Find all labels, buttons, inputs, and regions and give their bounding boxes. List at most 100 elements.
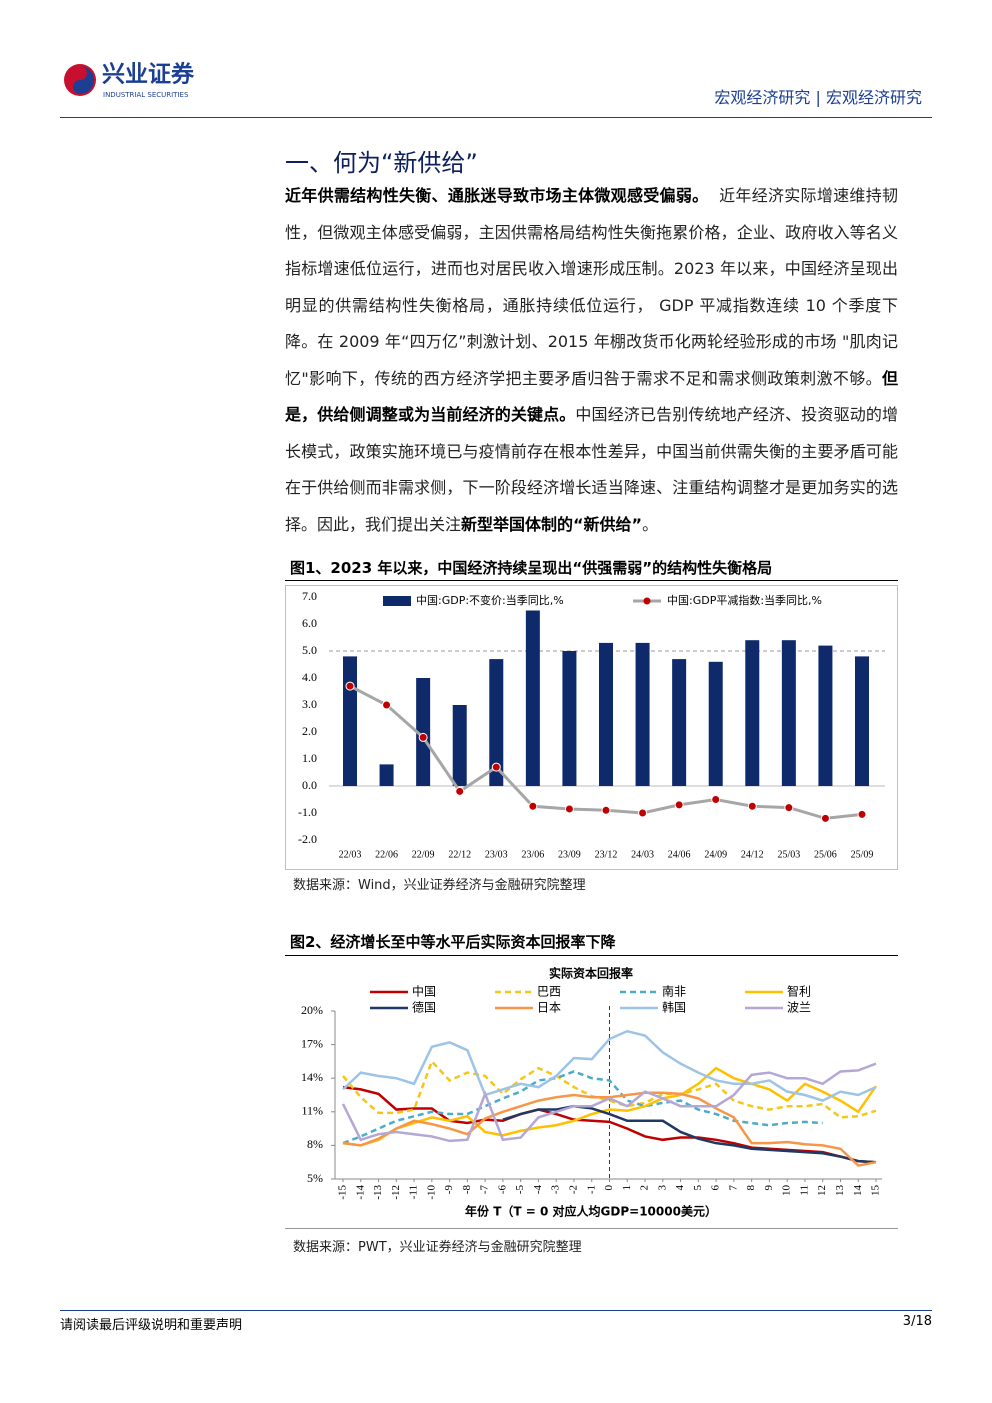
- legend-label: 巴西: [537, 985, 561, 999]
- x-tick-label: 15: [870, 1185, 882, 1197]
- x-tick-label: -11: [408, 1185, 420, 1199]
- x-tick-label: 22/12: [448, 849, 471, 860]
- text-run: 。: [642, 514, 659, 534]
- y-tick-label: 3.0: [302, 697, 317, 711]
- x-tick-label: 24/03: [631, 849, 654, 860]
- x-tick-label: 9: [763, 1185, 775, 1191]
- logo-name: 兴业证券: [102, 61, 195, 88]
- x-tick-label: 1: [621, 1185, 633, 1191]
- section-heading: 一、何为“新供给”: [285, 149, 478, 177]
- page-number: 3/18: [902, 1314, 932, 1329]
- source: 数据来源：PWT，兴业证券经济与金融研究院整理: [293, 1240, 582, 1255]
- x-tick-label: -1: [585, 1185, 597, 1194]
- chart: -2.0 -1.0 0.0 1.0 2.0 3.0 4.0 5.0 6.0 7.0 22/03 22/…: [285, 585, 898, 870]
- y-tick-label: 0.0: [302, 778, 317, 792]
- x-tick-label: 7: [727, 1185, 739, 1191]
- x-tick-label: 0: [603, 1185, 615, 1191]
- x-tick-label: -14: [354, 1185, 366, 1200]
- figure-title: 图2、经济增长至中等水平后实际资本回报率下降: [290, 933, 616, 951]
- marker: [711, 795, 721, 804]
- legend-label: 韩国: [662, 1000, 686, 1015]
- bar: [379, 764, 394, 786]
- header-rule: [60, 117, 932, 118]
- x-tick-label: -6: [496, 1185, 508, 1195]
- bar: [781, 640, 796, 786]
- chart-subtitle: 实际资本回报率: [549, 966, 633, 981]
- header-right: 宏观经济研究 | 宏观经济研究: [714, 88, 922, 107]
- chart-frame: [285, 585, 898, 870]
- bar: [708, 661, 723, 786]
- x-tick-label: 23/06: [521, 849, 544, 860]
- bar: [343, 656, 357, 786]
- x-tick-label: 13: [834, 1185, 846, 1197]
- y-tick-label: -1.0: [298, 805, 317, 819]
- bold-run: 但是，供给侧调整或为当前经济的关键点。: [285, 368, 898, 425]
- marker: [857, 809, 867, 819]
- legend-label: 日本: [537, 1001, 561, 1015]
- bold-run: 新型举国体制的“新供给”: [461, 514, 643, 534]
- bar: [635, 642, 650, 786]
- x-tick-label: 5: [692, 1185, 704, 1191]
- bar: [818, 645, 833, 786]
- marker: [747, 801, 757, 811]
- footer-rule: [60, 1310, 932, 1311]
- x-tick-label: 22/09: [412, 849, 435, 860]
- x-tick-label: -8: [461, 1185, 473, 1195]
- x-tick-label: 23/12: [595, 849, 618, 860]
- x-tick-label: 24/06: [668, 849, 691, 860]
- y-tick-label: 1.0: [302, 751, 317, 765]
- marker: [418, 732, 428, 742]
- marker: [674, 800, 684, 810]
- bar: [745, 640, 760, 786]
- bar: [416, 678, 431, 786]
- marker: [820, 813, 830, 823]
- x-tick-label: -4: [532, 1185, 544, 1195]
- legend-label: 中国:GDP:不变价:当季同比,%: [416, 593, 564, 607]
- paragraph: 近年供需结构性失衡、通胀迷导致市场主体微观感受偏弱。 近年经济实际增速维持韧性，…: [285, 178, 898, 543]
- x-tick-label: 23/03: [485, 849, 508, 860]
- y-tick-label: 6.0: [302, 616, 317, 630]
- y-tick-label: 5.0: [302, 643, 317, 657]
- marker: [564, 804, 574, 814]
- x-tick-label: 25/06: [814, 849, 837, 860]
- logo-en: INDUSTRIAL SECURITIES: [103, 91, 189, 99]
- x-tick-label: 12: [816, 1185, 828, 1196]
- x-tick-label: 10: [781, 1185, 793, 1197]
- x-tick-label: -5: [514, 1185, 526, 1195]
- legend-label: 中国:GDP平减指数:当季同比,%: [667, 593, 822, 607]
- marker: [491, 762, 501, 772]
- figure-rule: [285, 1228, 898, 1229]
- x-tick-label: 22/06: [375, 849, 398, 860]
- y-tick-label: 4.0: [302, 670, 317, 684]
- source: 数据来源：Wind，兴业证券经济与金融研究院整理: [293, 878, 586, 893]
- bold-run: 近年供需结构性失衡、通胀迷导致市场主体微观感受偏弱。: [285, 186, 709, 205]
- bar: [855, 656, 869, 786]
- legend-label: 德国: [412, 1000, 436, 1015]
- x-tick-label: -15: [337, 1185, 349, 1200]
- text-run: 近年经济实际增速维持韧性，但微观主体感受偏弱，主因供需格局结构性失衡拖累价格，企…: [285, 186, 898, 388]
- figure-rule: [285, 955, 898, 956]
- legend-marker: [643, 597, 651, 605]
- x-tick-label: 24/12: [741, 849, 764, 860]
- line: [342, 1059, 877, 1119]
- y-tick-label: 5%: [307, 1171, 323, 1185]
- x-axis-label: 年份 T（T = 0 对应人均GDP=10000美元）: [465, 1204, 717, 1219]
- marker: [784, 803, 794, 813]
- bar: [525, 610, 540, 786]
- x-tick-label: 25/03: [777, 849, 800, 860]
- bar: [452, 705, 467, 786]
- bar: [562, 651, 577, 786]
- x-tick-label: 24/09: [704, 849, 727, 860]
- x-tick-label: 6: [710, 1185, 722, 1191]
- x-tick-label: 11: [798, 1185, 810, 1196]
- marker: [528, 801, 538, 811]
- bar: [489, 659, 504, 786]
- legend-swatch: [383, 596, 411, 606]
- line: [342, 1070, 823, 1145]
- x-tick-label: -13: [372, 1185, 384, 1200]
- marker: [601, 805, 611, 815]
- x-tick-label: 4: [674, 1185, 686, 1191]
- marker: [382, 700, 392, 710]
